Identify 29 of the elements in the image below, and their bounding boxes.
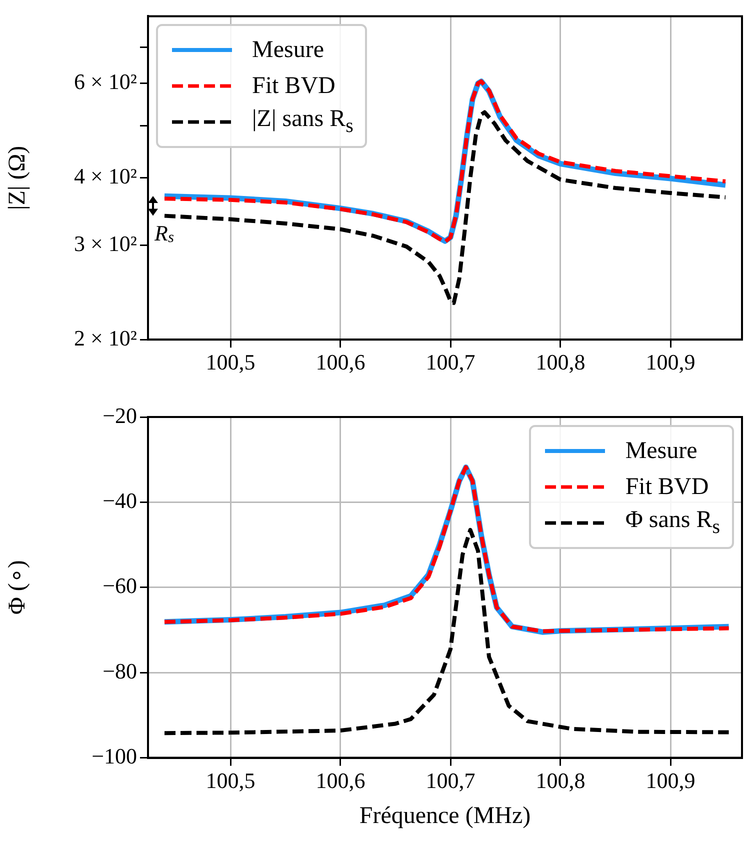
annotation: Rs <box>154 220 174 246</box>
y-tick-label: −20 <box>102 402 137 428</box>
y-axis-title: |Z| (Ω) <box>4 146 31 210</box>
legend-label: Mesure <box>252 36 324 64</box>
x-tick-label: 100,9 <box>646 768 696 793</box>
x-tick-label: 100,8 <box>536 350 586 375</box>
legend-label: Φ sans R$_{s}$ <box>625 507 720 539</box>
x-tick-label: 100,9 <box>646 350 696 375</box>
y-tick-label: −100 <box>92 744 137 769</box>
x-tick-label: 100,5 <box>206 768 256 793</box>
x-tick-label: 100,8 <box>536 768 586 793</box>
legend-label: Fit BVD <box>625 474 709 500</box>
legend-label: Mesure <box>625 438 698 464</box>
x-tick-label: 100,7 <box>426 768 476 793</box>
x-tick-label: 100,6 <box>316 350 366 375</box>
legend-label: |Z| sans R$_{s}$ <box>252 106 354 138</box>
x-tick-label: 100,6 <box>316 768 366 793</box>
y-tick-label: 4 × 10² <box>74 164 138 189</box>
y-axis-title: Φ (∘) <box>4 560 31 615</box>
x-tick-label: 100,5 <box>206 350 256 375</box>
x-axis-title: Fréquence (MHz) <box>359 802 531 829</box>
y-tick-label: 2 × 10² <box>74 325 138 350</box>
y-tick-label: −40 <box>102 488 137 513</box>
x-tick-label: 100,7 <box>426 350 476 375</box>
y-tick-label: −60 <box>102 573 137 598</box>
legend-label: Fit BVD <box>252 72 336 100</box>
y-tick-label: −80 <box>102 658 137 684</box>
y-tick-label: 3 × 10² <box>74 230 138 256</box>
y-tick-label: 6 × 10² <box>74 69 138 94</box>
